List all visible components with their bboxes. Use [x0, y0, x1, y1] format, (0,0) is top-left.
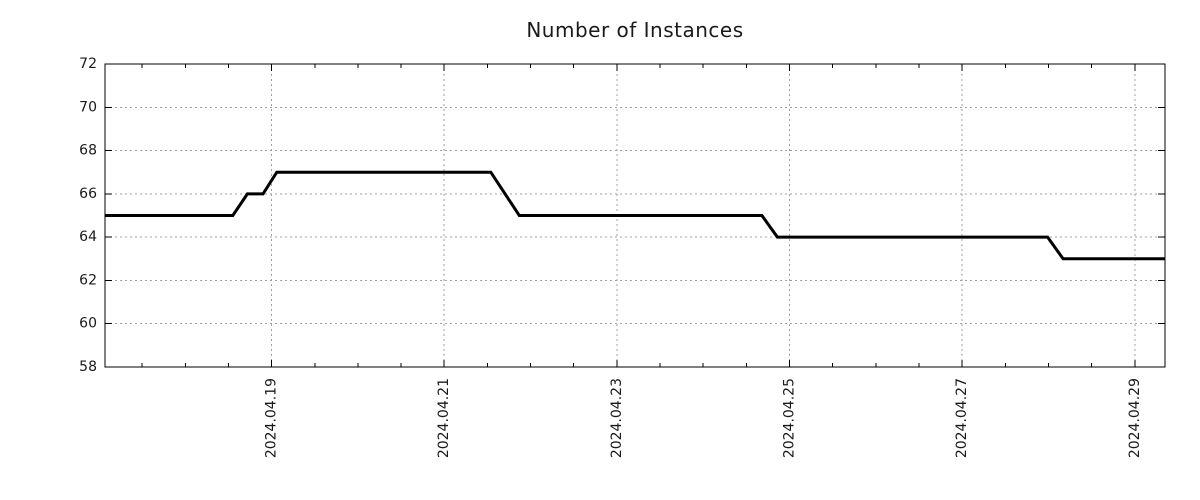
x-tick-label: 2024.04.27: [954, 378, 970, 458]
x-tick-label: 2024.04.21: [436, 378, 452, 458]
y-tick-label: 72: [79, 56, 97, 72]
x-tick-label: 2024.04.25: [782, 378, 798, 458]
y-tick-label: 58: [79, 359, 97, 375]
x-tick-label: 2024.04.29: [1127, 378, 1143, 458]
y-tick-label: 64: [79, 229, 97, 245]
x-tick-label: 2024.04.23: [609, 378, 625, 458]
data-line-instances: [105, 170, 1165, 261]
chart-title: Number of Instances: [526, 18, 744, 42]
y-tick-label: 70: [79, 99, 97, 115]
y-tick-label: 68: [79, 143, 97, 159]
y-tick-label: 60: [79, 316, 97, 332]
y-tick-label: 66: [79, 186, 97, 202]
y-tick-label: 62: [79, 272, 97, 288]
x-tick-label: 2024.04.19: [264, 378, 280, 458]
